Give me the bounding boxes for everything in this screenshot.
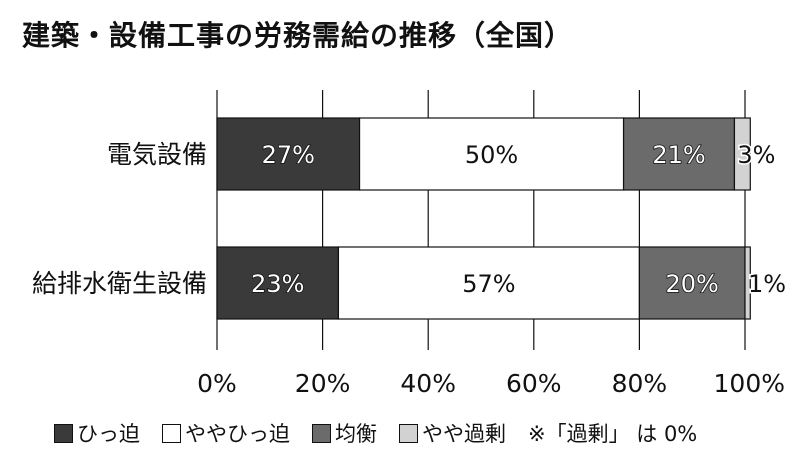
legend-item-2: ややひっ迫 — [162, 418, 290, 448]
data-label-1-4: 3% — [737, 141, 775, 169]
bar-segment-2-3 — [638, 246, 746, 320]
bar-segment-1-4 — [733, 117, 751, 191]
legend-item-1: ひっ迫 — [54, 418, 140, 448]
bar-segment-1-2 — [358, 117, 625, 191]
x-tick-3: 60% — [506, 369, 562, 398]
footnote: ※「過剰」 は 0% — [528, 422, 698, 446]
legend-swatch-1 — [54, 423, 73, 443]
legend-swatch-4 — [399, 423, 418, 443]
legend: ひっ迫 ややひっ迫 均衡 やや過剰 ※「過剰」 は 0% — [54, 418, 697, 448]
x-tick-4: 80% — [612, 369, 668, 398]
data-label-2-3: 20% — [666, 270, 719, 298]
legend-item-4: やや過剰 — [399, 418, 506, 448]
bar-segment-1-3 — [622, 117, 736, 191]
bar-segment-2-4 — [744, 246, 751, 320]
legend-item-3: 均衡 — [312, 418, 377, 448]
legend-label-2: ややひっ迫 — [185, 422, 290, 446]
x-tick-2: 40% — [400, 369, 456, 398]
x-tick-0: 0% — [197, 369, 237, 398]
category-label-2: 給排水衛生設備 — [32, 269, 207, 298]
legend-label-4: やや過剰 — [422, 422, 506, 446]
legend-label-1: ひっ迫 — [77, 422, 140, 446]
data-label-1-3: 21% — [652, 141, 705, 169]
data-label-2-4: 1% — [748, 270, 786, 298]
x-tick-5: 100% — [714, 369, 785, 398]
bar-segment-2-1 — [216, 246, 340, 320]
data-label-1-2: 50% — [465, 141, 518, 169]
legend-swatch-3 — [312, 423, 331, 443]
data-label-2-2: 57% — [462, 270, 515, 298]
data-label-1-1: 27% — [262, 141, 315, 169]
legend-label-3: 均衡 — [335, 422, 377, 446]
legend-swatch-2 — [162, 423, 181, 443]
category-label-1: 電気設備 — [107, 140, 207, 169]
bar-segment-2-2 — [337, 246, 640, 320]
x-tick-1: 20% — [295, 369, 351, 398]
chart-title: 建築・設備工事の労務需給の推移（全国） — [22, 19, 574, 52]
data-label-2-1: 23% — [251, 270, 304, 298]
